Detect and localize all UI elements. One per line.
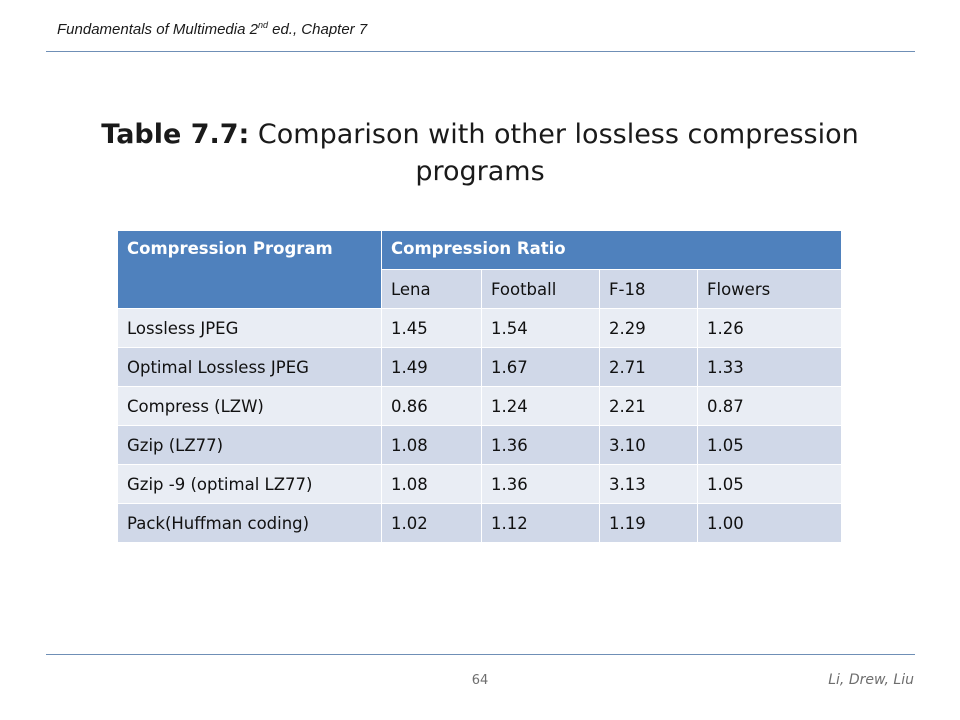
footer-divider xyxy=(46,654,915,655)
table-caption: Comparison with other lossless compressi… xyxy=(249,119,859,187)
table-number: Table 7.7: xyxy=(101,119,250,150)
ratio-cell: 1.26 xyxy=(697,308,842,348)
ratio-cell: 1.00 xyxy=(697,503,842,543)
table-header-row: Compression Program Compression Ratio xyxy=(117,230,842,309)
ratio-cell: 3.10 xyxy=(599,425,698,465)
table-subheader-row: Lena Football F-18 Flowers xyxy=(118,269,842,309)
page-number: 64 xyxy=(471,673,489,688)
image-header-f18: F-18 xyxy=(599,269,698,309)
chapter-label: ed., Chapter 7 xyxy=(267,21,368,38)
ratio-cell: 0.87 xyxy=(697,386,842,426)
ratio-cell: 3.13 xyxy=(599,464,698,504)
program-cell: Compress (LZW) xyxy=(117,386,382,426)
ratio-cell: 1.19 xyxy=(599,503,698,543)
ratio-cell: 1.02 xyxy=(381,503,482,543)
ratio-cell: 1.45 xyxy=(381,308,482,348)
book-chapter-header: Fundamentals of Multimedia 2nd ed., Chap… xyxy=(57,20,367,38)
ratio-cell: 1.12 xyxy=(481,503,600,543)
ratio-cell: 1.05 xyxy=(697,464,842,504)
ratio-cell: 1.67 xyxy=(481,347,600,387)
header-compression-ratio: Compression Ratio xyxy=(381,230,842,270)
ratio-cell: 0.86 xyxy=(381,386,482,426)
table-row: Gzip -9 (optimal LZ77) 1.08 1.36 3.13 1.… xyxy=(117,464,842,504)
header-divider xyxy=(46,51,915,52)
header-compression-program: Compression Program xyxy=(117,230,382,309)
ratio-cell: 2.21 xyxy=(599,386,698,426)
table-row: Gzip (LZ77) 1.08 1.36 3.10 1.05 xyxy=(117,425,842,465)
table-row: Optimal Lossless JPEG 1.49 1.67 2.71 1.3… xyxy=(117,347,842,387)
program-cell: Optimal Lossless JPEG xyxy=(117,347,382,387)
authors-footer: Li, Drew, Liu xyxy=(828,672,914,688)
edition-superscript: nd xyxy=(257,20,268,30)
ratio-cell: 1.54 xyxy=(481,308,600,348)
program-cell: Lossless JPEG xyxy=(117,308,382,348)
ratio-cell: 1.05 xyxy=(697,425,842,465)
ratio-cell: 1.49 xyxy=(381,347,482,387)
ratio-cell: 2.29 xyxy=(599,308,698,348)
ratio-cell: 1.24 xyxy=(481,386,600,426)
ratio-cell: 1.36 xyxy=(481,425,600,465)
program-cell: Gzip -9 (optimal LZ77) xyxy=(117,464,382,504)
table-row: Lossless JPEG 1.45 1.54 2.29 1.26 xyxy=(117,308,842,348)
compression-comparison-table: Compression Program Compression Ratio Le… xyxy=(117,230,842,543)
program-cell: Gzip (LZ77) xyxy=(117,425,382,465)
image-header-flowers: Flowers xyxy=(697,269,842,309)
program-cell: Pack(Huffman coding) xyxy=(117,503,382,543)
ratio-cell: 1.08 xyxy=(381,464,482,504)
ratio-cell: 2.71 xyxy=(599,347,698,387)
slide-title: Table 7.7: Comparison with other lossles… xyxy=(40,116,920,190)
image-header-lena: Lena xyxy=(381,269,482,309)
image-header-football: Football xyxy=(481,269,600,309)
ratio-cell: 1.08 xyxy=(381,425,482,465)
ratio-cell: 1.36 xyxy=(481,464,600,504)
book-title: Fundamentals of Multimedia 2 xyxy=(57,21,258,38)
ratio-cell: 1.33 xyxy=(697,347,842,387)
table-row: Pack(Huffman coding) 1.02 1.12 1.19 1.00 xyxy=(117,503,842,543)
table-row: Compress (LZW) 0.86 1.24 2.21 0.87 xyxy=(117,386,842,426)
